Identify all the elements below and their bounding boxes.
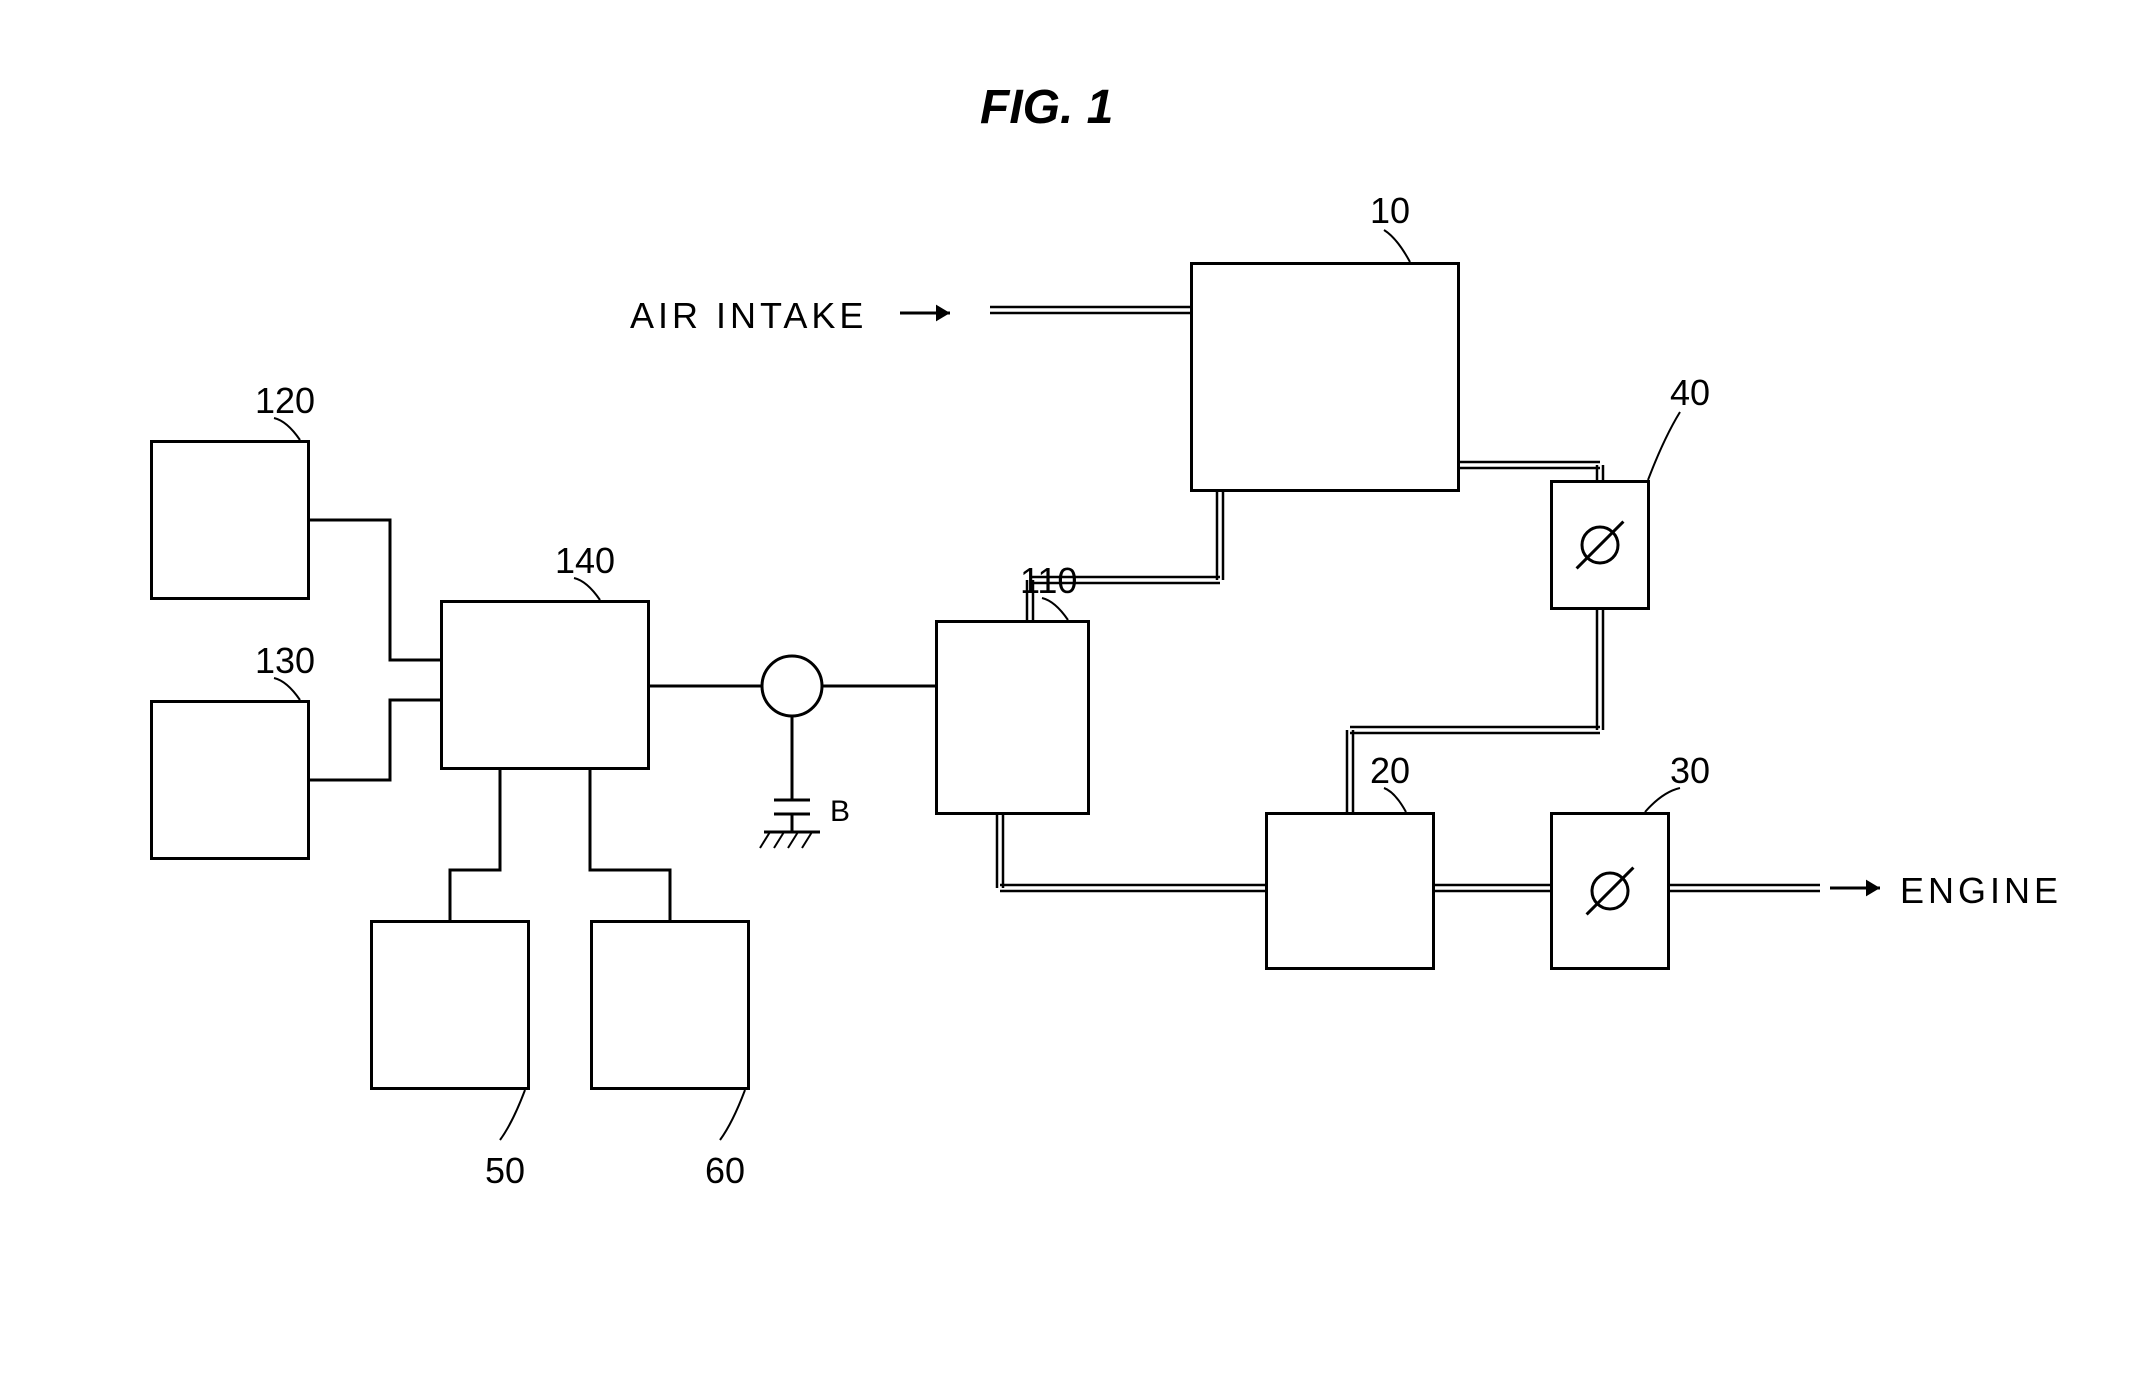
- capacitor-b-label: B: [830, 795, 850, 829]
- box-10: [1190, 262, 1460, 492]
- label-60: 60: [705, 1150, 745, 1192]
- motor-m-label: M: [782, 668, 807, 702]
- box-140: [440, 600, 650, 770]
- box-20: [1265, 812, 1435, 970]
- label-50: 50: [485, 1150, 525, 1192]
- box-120: [150, 440, 310, 600]
- figure-title: FIG. 1: [980, 80, 1113, 135]
- air-intake-label: AIR INTAKE: [630, 295, 867, 337]
- box-60: [590, 920, 750, 1090]
- label-120: 120: [255, 380, 315, 422]
- box-30: [1550, 812, 1670, 970]
- label-20: 20: [1370, 750, 1410, 792]
- label-110: 110: [1020, 560, 1077, 602]
- engine-label: ENGINE: [1900, 870, 2062, 912]
- label-130: 130: [255, 640, 315, 682]
- box-130: [150, 700, 310, 860]
- label-30: 30: [1670, 750, 1710, 792]
- box-40: [1550, 480, 1650, 610]
- label-10: 10: [1370, 190, 1410, 232]
- box-50: [370, 920, 530, 1090]
- label-40: 40: [1670, 372, 1710, 414]
- label-140: 140: [555, 540, 615, 582]
- box-110: [935, 620, 1090, 815]
